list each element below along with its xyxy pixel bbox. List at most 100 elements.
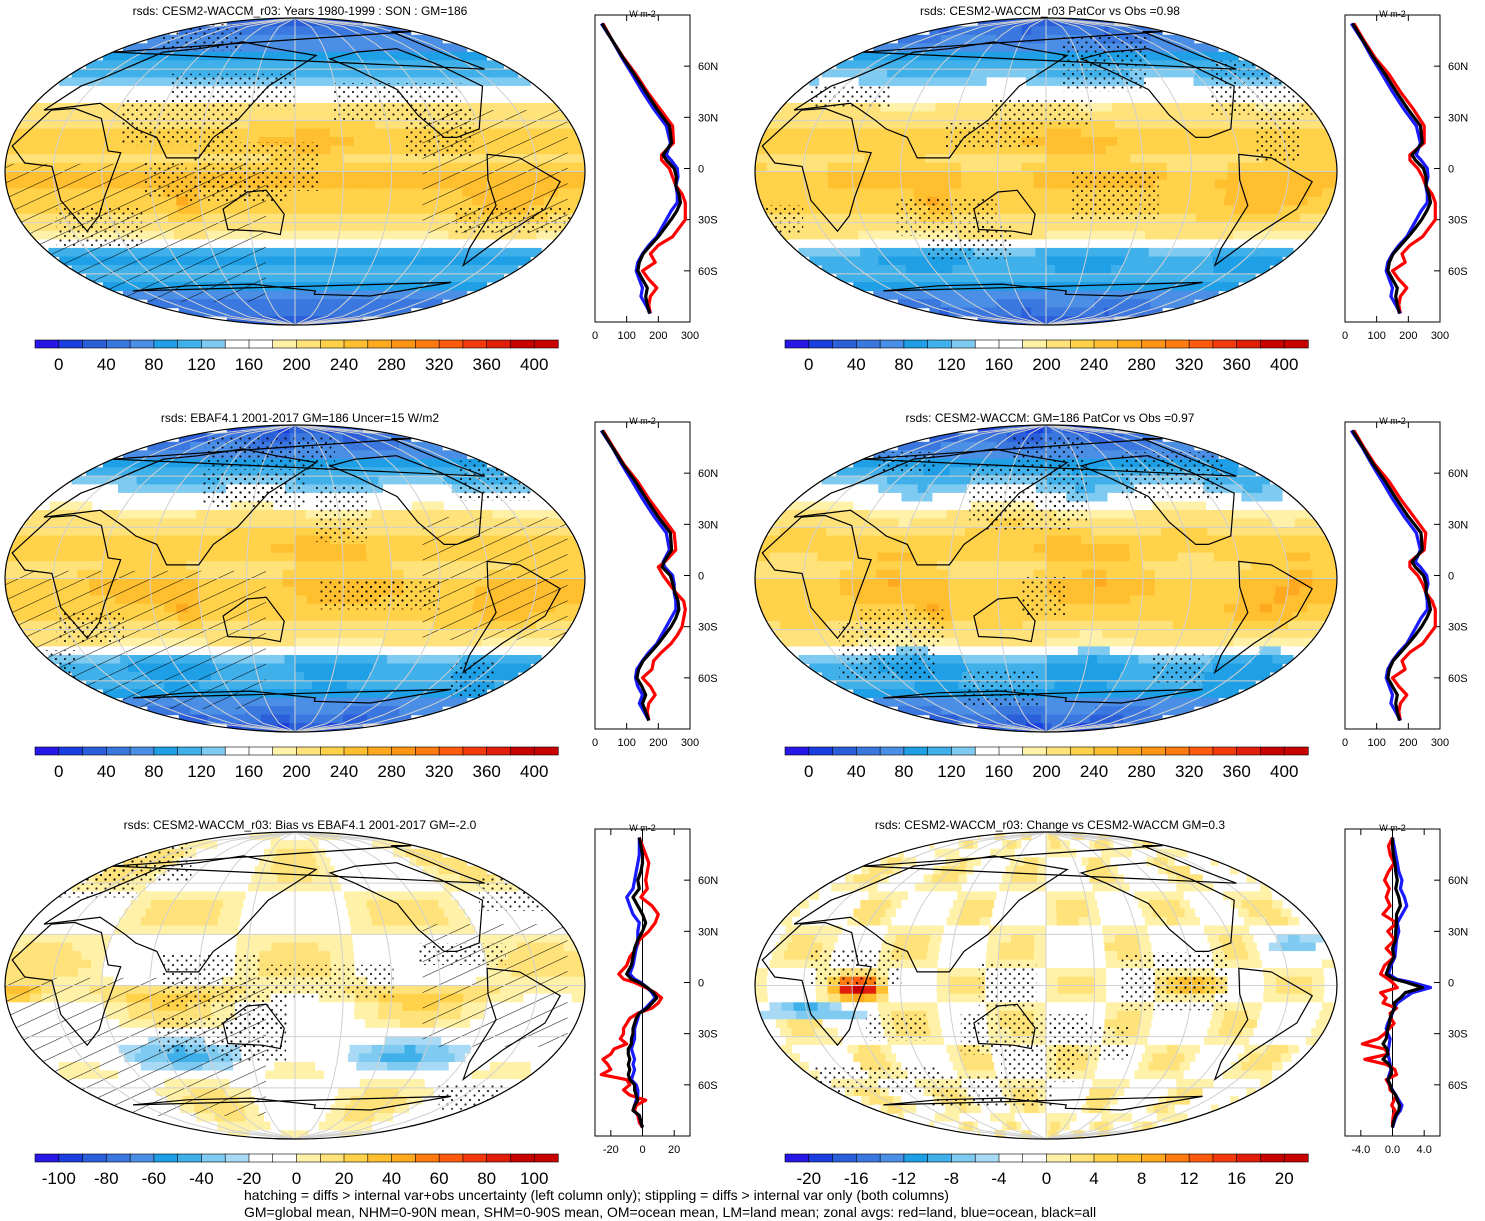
map-cell (342, 137, 355, 147)
map-cell (282, 34, 290, 44)
map-cell (342, 145, 356, 155)
map-cell (173, 510, 186, 520)
y-tick-label: 60N (1448, 61, 1468, 73)
map-cell (1283, 196, 1297, 206)
map-cell (1045, 51, 1055, 61)
map-cell (163, 145, 176, 155)
map-cell (309, 43, 317, 53)
map-cell (1045, 154, 1059, 164)
map-cell (307, 34, 314, 44)
map-cell (399, 273, 409, 283)
map-cell (1154, 154, 1168, 164)
map-cell (916, 290, 925, 300)
map-cell (414, 552, 427, 562)
map-cell (402, 43, 410, 53)
map-cell (31, 552, 44, 562)
map-cell (840, 154, 853, 164)
map-cell (481, 510, 493, 520)
map-cell (772, 137, 785, 147)
map-cell (351, 425, 355, 434)
map-cell (209, 501, 221, 511)
map-cell (286, 316, 290, 325)
map-cell (79, 552, 92, 562)
map-cell (1118, 162, 1132, 172)
map-cell (282, 603, 296, 613)
map-cell (1144, 256, 1155, 266)
map-cell (259, 137, 272, 147)
map-cell (873, 290, 882, 300)
map-cell (389, 196, 402, 206)
map-border (4, 17, 586, 326)
map-cell (373, 450, 382, 460)
map-cell (1069, 128, 1082, 138)
map-cell (1154, 162, 1168, 172)
map-cell (238, 68, 249, 78)
map-cell (1113, 299, 1121, 309)
map-cell (313, 265, 324, 275)
map-cell (1152, 94, 1164, 104)
map-cell (876, 111, 888, 121)
map-cell (1013, 51, 1023, 61)
map-cell (158, 450, 167, 460)
map-cell (348, 316, 352, 325)
map-cell (320, 273, 331, 283)
map-cell (409, 620, 422, 630)
map-cell (1068, 222, 1081, 232)
map-cell (212, 307, 218, 317)
map-cell (486, 94, 498, 104)
map-cell (371, 230, 384, 240)
map-cell (69, 484, 80, 494)
map-cell (374, 34, 382, 44)
map-cell (872, 120, 885, 130)
map-cell (1280, 239, 1293, 249)
map-cell (411, 535, 424, 545)
map-cell (171, 299, 179, 309)
map-cell (1133, 230, 1146, 240)
map-cell (122, 527, 135, 537)
map-cell (1011, 222, 1024, 232)
map-cell (43, 145, 56, 155)
map-cell (329, 612, 343, 622)
map-cell (1194, 273, 1204, 283)
map-cell (887, 43, 896, 53)
map-cell (294, 85, 306, 95)
map-cell (165, 441, 173, 451)
map-cell (251, 43, 260, 53)
map-cell (799, 205, 812, 215)
map-cell (1211, 273, 1221, 283)
map-cell (563, 128, 577, 138)
map-cell (300, 299, 308, 309)
map-cell (1037, 51, 1047, 61)
colorbar-label: 160 (235, 355, 263, 374)
map-cell (891, 247, 903, 257)
map-cell (342, 154, 356, 164)
map-cell (377, 137, 391, 147)
map-cell (1175, 34, 1182, 44)
map-cell (1319, 137, 1332, 147)
map-cell (976, 256, 988, 266)
map-cell (305, 85, 316, 95)
map-cell (952, 265, 963, 275)
map-cell (423, 299, 431, 309)
map-cell (1312, 162, 1325, 172)
map-cell (1253, 213, 1266, 223)
map-cell (1093, 137, 1106, 147)
map-cell (369, 239, 381, 249)
map-cell (349, 230, 362, 240)
map-cell (1021, 145, 1035, 155)
map-cell (343, 569, 356, 579)
map-cell (5, 561, 19, 571)
map-cell (916, 34, 923, 44)
map-cell (222, 51, 232, 61)
map-cell (284, 239, 296, 249)
map-cell (243, 18, 248, 27)
map-cell (416, 450, 425, 460)
map-cell (1026, 77, 1037, 87)
colorbar-swatch (1236, 339, 1262, 349)
map-cell (46, 518, 59, 528)
map-cell (507, 94, 519, 104)
map-cell (1148, 247, 1160, 257)
map-cell (896, 265, 907, 275)
map-cell (864, 111, 877, 121)
map-cell (357, 433, 363, 443)
